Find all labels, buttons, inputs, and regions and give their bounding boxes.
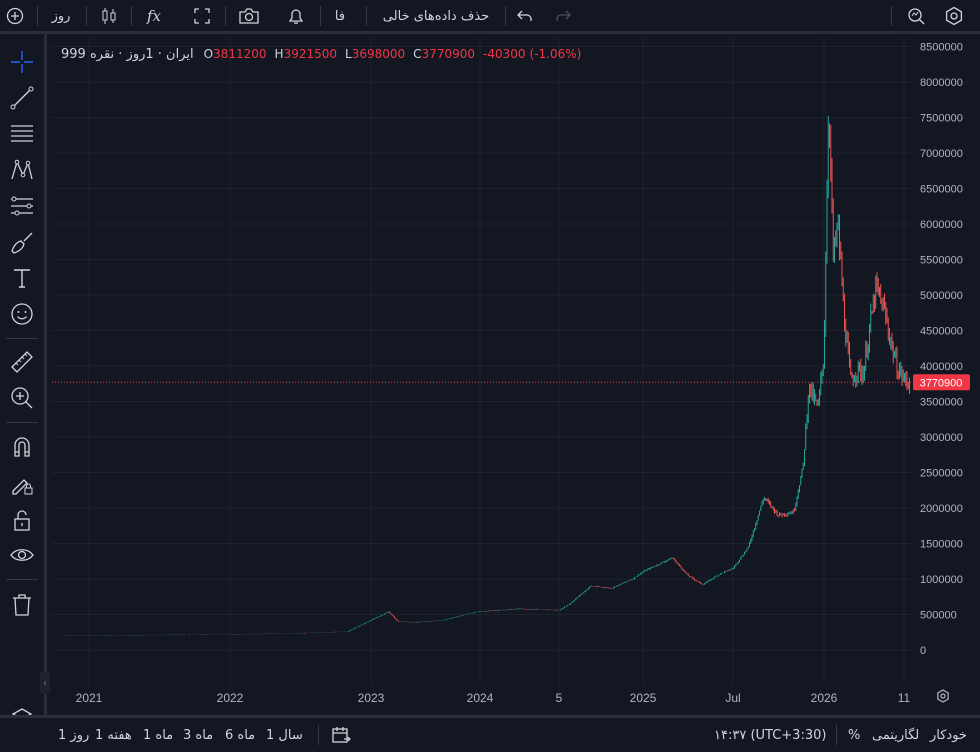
forecast-icon[interactable]	[8, 192, 36, 220]
alert-bell-icon[interactable]	[283, 0, 309, 32]
auto-scale-toggle[interactable]: خودکار	[930, 727, 967, 743]
x-tick-label: 2024	[467, 691, 494, 705]
y-tick-label: 500000	[920, 610, 957, 622]
x-tick-label: Jul	[725, 691, 740, 705]
goto-date-icon[interactable]	[331, 718, 351, 752]
zoom-in-icon[interactable]	[8, 384, 36, 412]
range-1m[interactable]: ماه 1	[143, 727, 174, 743]
y-tick-label: 5000000	[920, 290, 963, 302]
price-tag: 3770900	[913, 374, 970, 391]
x-tick-label: 2026	[811, 691, 838, 705]
open-value: 3811200	[213, 47, 267, 61]
range-3m[interactable]: ماه 3	[183, 727, 214, 743]
axis-settings-icon[interactable]	[937, 689, 949, 703]
y-tick-label: 2000000	[920, 503, 963, 515]
candle-series	[61, 115, 910, 636]
camera-icon[interactable]	[236, 0, 262, 32]
log-toggle[interactable]: لگاریتمی	[872, 727, 920, 743]
emoji-icon[interactable]	[8, 300, 36, 328]
text-tool-icon[interactable]	[8, 264, 36, 292]
y-tick-label: 8000000	[920, 77, 963, 89]
y-tick-label: 4500000	[920, 326, 963, 338]
y-tick-label: 3000000	[920, 432, 963, 444]
chart-grid	[52, 37, 912, 685]
y-tick-label: 2500000	[920, 468, 963, 480]
timezone-clock[interactable]: ۱۴:۳۷ (UTC+3:30)	[714, 727, 827, 743]
x-tick-label: 2022	[217, 691, 244, 705]
y-tick-label: 7000000	[920, 148, 963, 160]
interval-button[interactable]: روز	[51, 8, 71, 24]
y-tick-label: 6500000	[920, 184, 963, 196]
undo-icon[interactable]	[514, 0, 536, 32]
x-tick-label: 11	[898, 691, 911, 705]
high-value: 3921500	[283, 47, 338, 61]
add-symbol-icon[interactable]	[4, 0, 26, 32]
range-1d[interactable]: روز 1	[58, 727, 90, 743]
top-toolbar: روز fx فا حذف داده‌های خالی	[0, 0, 980, 34]
y-tick-label: 1000000	[920, 574, 963, 586]
crosshair-icon[interactable]	[8, 48, 36, 76]
high-key: H	[274, 47, 284, 61]
range-1y[interactable]: سال 1	[266, 727, 303, 743]
price-axis: 0 500000 1000000 1500000 2000000 2500000 30000…	[920, 42, 963, 658]
price-tag-bg	[913, 374, 970, 391]
low-value: 3698000	[351, 47, 406, 61]
percent-toggle[interactable]: %	[848, 727, 861, 743]
clear-empty-data-button[interactable]: حذف داده‌های خالی	[382, 8, 490, 24]
price-tag-value: 3770900	[920, 377, 963, 389]
magnet-icon[interactable]	[8, 433, 36, 461]
change-value: -40300	[483, 47, 526, 61]
eye-icon[interactable]	[8, 541, 36, 569]
x-tick-label: 2023	[358, 691, 385, 705]
range-1w[interactable]: هفته 1	[95, 727, 132, 743]
open-key: O	[203, 47, 214, 61]
language-button[interactable]: فا	[334, 8, 346, 24]
low-key: L	[345, 47, 352, 61]
trash-icon[interactable]	[8, 591, 36, 619]
collapse-toolbar-arrow-icon[interactable]: ‹	[40, 672, 50, 694]
symbol-legend: ایران · 1روز · نقره 999 O 3811200 H 392150…	[61, 45, 589, 63]
close-value: 3770900	[421, 47, 475, 61]
x-tick-label: 2021	[76, 691, 103, 705]
fullscreen-icon[interactable]	[190, 0, 214, 32]
redo-icon[interactable]	[552, 0, 574, 32]
y-tick-label: 7500000	[920, 113, 963, 125]
y-tick-label: 3500000	[920, 397, 963, 409]
y-tick-label: 8500000	[920, 42, 963, 54]
x-tick-label: 5	[556, 691, 563, 705]
y-tick-label: 6000000	[920, 219, 963, 231]
candles-icon[interactable]	[98, 0, 120, 32]
time-axis: 2021 2022 2023 2024 5 2025 Jul 2026 11	[76, 689, 949, 705]
lock-drawing-icon[interactable]	[8, 470, 36, 498]
y-tick-label: 0	[920, 645, 926, 657]
close-key: C	[413, 47, 422, 61]
change-percent: (-1.06%)	[529, 47, 582, 61]
ruler-icon[interactable]	[8, 348, 36, 376]
brush-icon[interactable]	[8, 228, 36, 256]
indicators-button[interactable]: fx	[146, 7, 161, 25]
pattern-icon[interactable]	[8, 156, 36, 184]
trend-line-icon[interactable]	[8, 84, 36, 112]
x-tick-label: 2025	[630, 691, 657, 705]
fib-retracement-icon[interactable]	[8, 120, 36, 148]
quick-search-icon[interactable]	[904, 0, 928, 32]
settings-icon[interactable]	[942, 0, 966, 32]
lock-icon[interactable]	[8, 506, 36, 534]
y-tick-label: 4000000	[920, 361, 963, 373]
range-6m[interactable]: ماه 6	[225, 727, 256, 743]
y-tick-label: 5500000	[920, 255, 963, 267]
symbol-title[interactable]: ایران · 1روز · نقره 999	[61, 46, 194, 62]
drawing-toolbar	[0, 34, 47, 752]
bottom-toolbar: روز 1 هفته 1 ماه 1 ماه 3 ماه 6 سال 1 ۱۴:…	[0, 715, 980, 752]
y-tick-label: 1500000	[920, 539, 963, 551]
